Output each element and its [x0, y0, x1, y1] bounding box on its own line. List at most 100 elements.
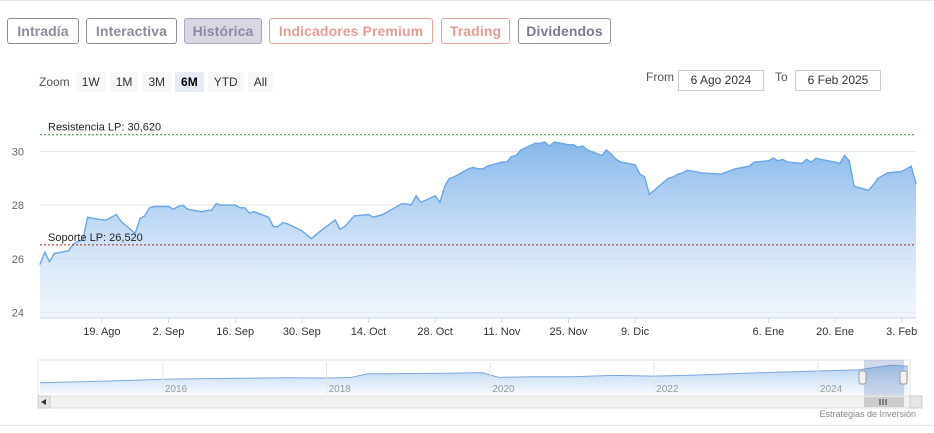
data-point	[548, 145, 551, 147]
data-point	[810, 161, 812, 163]
navigator-year-label: 2024	[820, 384, 843, 395]
zoom-1w-button[interactable]: 1W	[75, 72, 106, 92]
data-point	[101, 219, 103, 221]
data-point	[82, 239, 84, 241]
data-point	[77, 240, 79, 243]
data-point	[482, 168, 484, 170]
scroll-right-button[interactable]	[909, 395, 923, 409]
resistance-label: Resistencia LP: 30,620	[48, 122, 161, 134]
data-point	[539, 142, 541, 144]
from-date-input[interactable]: 6 Ago 2024	[678, 70, 764, 91]
data-point	[520, 149, 522, 151]
data-point	[339, 228, 341, 230]
from-label: From	[646, 70, 674, 84]
data-point	[672, 176, 674, 178]
navigator-line	[39, 364, 909, 384]
data-point	[701, 172, 703, 174]
data-point	[167, 205, 170, 208]
data-point	[786, 161, 789, 163]
data-point	[48, 260, 51, 263]
data-point	[820, 158, 822, 161]
data-point	[872, 184, 874, 186]
data-point	[148, 207, 151, 209]
data-point	[267, 216, 270, 218]
data-point	[348, 220, 351, 222]
data-point	[344, 226, 346, 228]
zoom-ytd-button[interactable]: YTD	[207, 72, 244, 92]
data-point	[610, 153, 612, 155]
x-tick-label: 14. Oct	[351, 326, 386, 338]
data-point	[386, 211, 389, 213]
navigator-year-label: 2016	[165, 384, 188, 395]
data-point	[277, 226, 279, 228]
tab-indicadores-premium[interactable]: Indicadores Premium	[269, 18, 433, 44]
data-point	[415, 195, 417, 197]
data-point	[553, 141, 555, 143]
support-label: Soporte LP: 26,520	[48, 232, 143, 244]
chevron-left-icon	[41, 399, 46, 405]
tab-interactiva[interactable]: Interactiva	[86, 18, 177, 44]
x-tick-label: 28. Oct	[417, 326, 452, 338]
y-tick-label: 28	[12, 200, 24, 212]
data-point	[639, 173, 641, 175]
navigator[interactable]: 2016 2018 2020 2022 2024	[37, 359, 911, 397]
data-point	[634, 164, 636, 166]
data-point	[186, 208, 189, 210]
data-point	[115, 213, 117, 216]
data-point	[605, 149, 608, 151]
x-tick-label: 16. Sep	[216, 326, 254, 338]
data-point	[653, 189, 655, 191]
data-point	[501, 161, 503, 163]
tab-dividendos[interactable]: Dividendos	[518, 18, 611, 44]
data-point	[805, 158, 808, 161]
data-point	[367, 213, 370, 216]
data-point	[682, 172, 684, 174]
zoom-all-button[interactable]: All	[247, 72, 274, 92]
data-point	[282, 221, 284, 224]
data-point	[544, 141, 546, 143]
data-point	[182, 204, 184, 206]
scrollbar-thumb[interactable]	[864, 397, 904, 407]
data-point	[843, 154, 846, 157]
navigator-handle-left[interactable]	[858, 370, 867, 385]
data-point	[301, 230, 303, 232]
x-tick-label: 20. Ene	[816, 326, 854, 338]
data-point	[215, 203, 217, 205]
y-tick-label: 24	[12, 308, 24, 320]
data-point	[172, 208, 174, 210]
data-point	[439, 201, 441, 204]
x-axis: 19. Ago 2. Sep 16. Sep 30. Sep 14. Oct 28. Oc…	[40, 317, 917, 338]
data-point	[510, 156, 512, 158]
data-point	[534, 142, 536, 144]
data-point	[67, 250, 70, 252]
data-point	[53, 252, 55, 255]
data-point	[444, 185, 446, 187]
to-date-input[interactable]: 6 Feb 2025	[795, 70, 881, 91]
x-tick-label: 11. Nov	[483, 326, 521, 338]
scrollbar[interactable]	[37, 395, 923, 409]
data-point	[767, 160, 770, 162]
zoom-3m-button[interactable]: 3M	[142, 72, 172, 92]
navigator-selection[interactable]	[864, 360, 904, 396]
navigator-handle-right[interactable]	[899, 370, 908, 385]
data-point	[201, 211, 203, 213]
zoom-6m-button[interactable]: 6M	[175, 72, 204, 92]
tab-historica[interactable]: Histórica	[184, 18, 262, 44]
data-point	[234, 204, 236, 206]
data-point	[567, 144, 570, 146]
data-point	[882, 174, 884, 177]
data-point	[110, 216, 113, 218]
data-point	[106, 219, 108, 221]
tab-trading[interactable]: Trading	[441, 18, 510, 44]
credit-text[interactable]: Estrategias de Inversión	[819, 409, 916, 419]
data-point	[648, 193, 650, 195]
data-point	[915, 183, 917, 185]
scrollbar-track[interactable]	[37, 395, 911, 409]
data-point	[87, 216, 89, 218]
data-point	[220, 204, 222, 206]
x-tick-label: 30. Sep	[283, 326, 321, 338]
zoom-1m-button[interactable]: 1M	[109, 72, 139, 92]
data-point	[748, 165, 750, 167]
data-point	[177, 205, 179, 208]
tab-intradia[interactable]: Intradía	[7, 18, 79, 44]
